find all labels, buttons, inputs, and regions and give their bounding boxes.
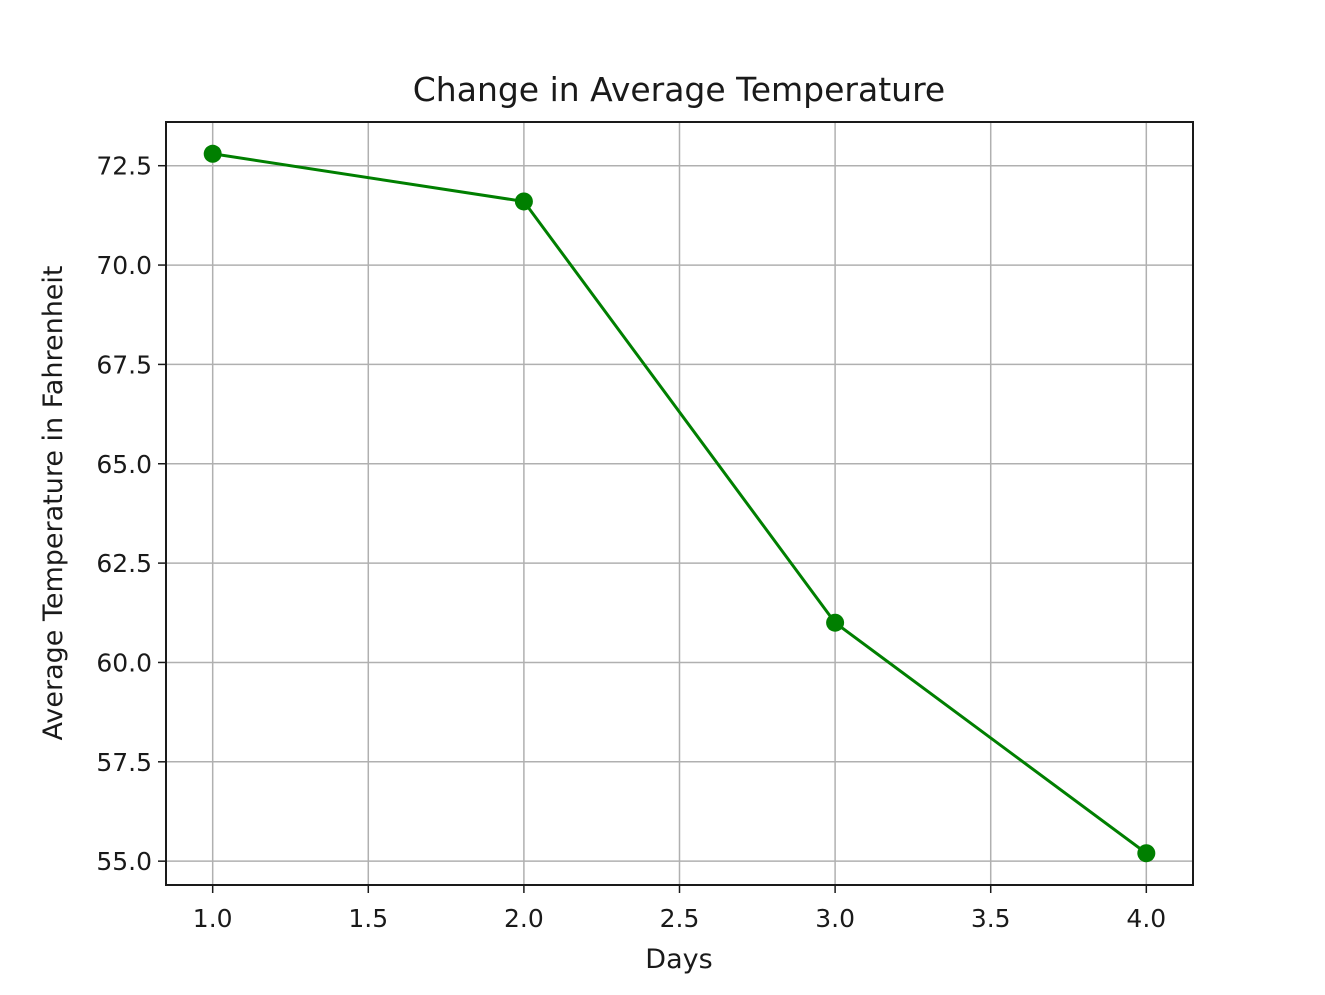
x-tick-label: 1.0 (193, 904, 233, 933)
y-tick-label: 65.0 (96, 450, 152, 479)
y-tick-label: 60.0 (96, 648, 152, 677)
x-axis-label: Days (645, 944, 712, 975)
chart-title: Change in Average Temperature (413, 70, 945, 109)
y-tick-label: 72.5 (96, 152, 152, 181)
x-tick-label: 2.5 (660, 904, 700, 933)
y-axis-label: Average Temperature in Fahrenheit (38, 265, 69, 740)
series-line (212, 152, 1148, 855)
data-point (1137, 844, 1156, 863)
y-tick-label: 67.5 (96, 350, 152, 379)
x-tick-label: 4.0 (1126, 904, 1166, 933)
x-tick-label: 2.0 (504, 904, 544, 933)
y-tick-label: 62.5 (96, 549, 152, 578)
data-point (514, 192, 533, 211)
y-tick-label: 70.0 (96, 251, 152, 280)
data-point (826, 613, 845, 632)
x-tick-label: 1.5 (348, 904, 388, 933)
data-point (203, 144, 222, 163)
x-axis-ticks: 1.0 1.5 2.0 2.5 3.0 3.5 4.0 (193, 885, 1166, 933)
x-tick-label: 3.0 (815, 904, 855, 933)
series (203, 144, 1156, 863)
x-tick-label: 3.5 (971, 904, 1011, 933)
y-tick-label: 57.5 (96, 748, 152, 777)
grid (166, 122, 1193, 885)
y-tick-label: 55.0 (96, 847, 152, 876)
y-axis-ticks: 55.0 57.5 60.0 62.5 65.0 67.5 70.0 72.5 (96, 152, 166, 876)
